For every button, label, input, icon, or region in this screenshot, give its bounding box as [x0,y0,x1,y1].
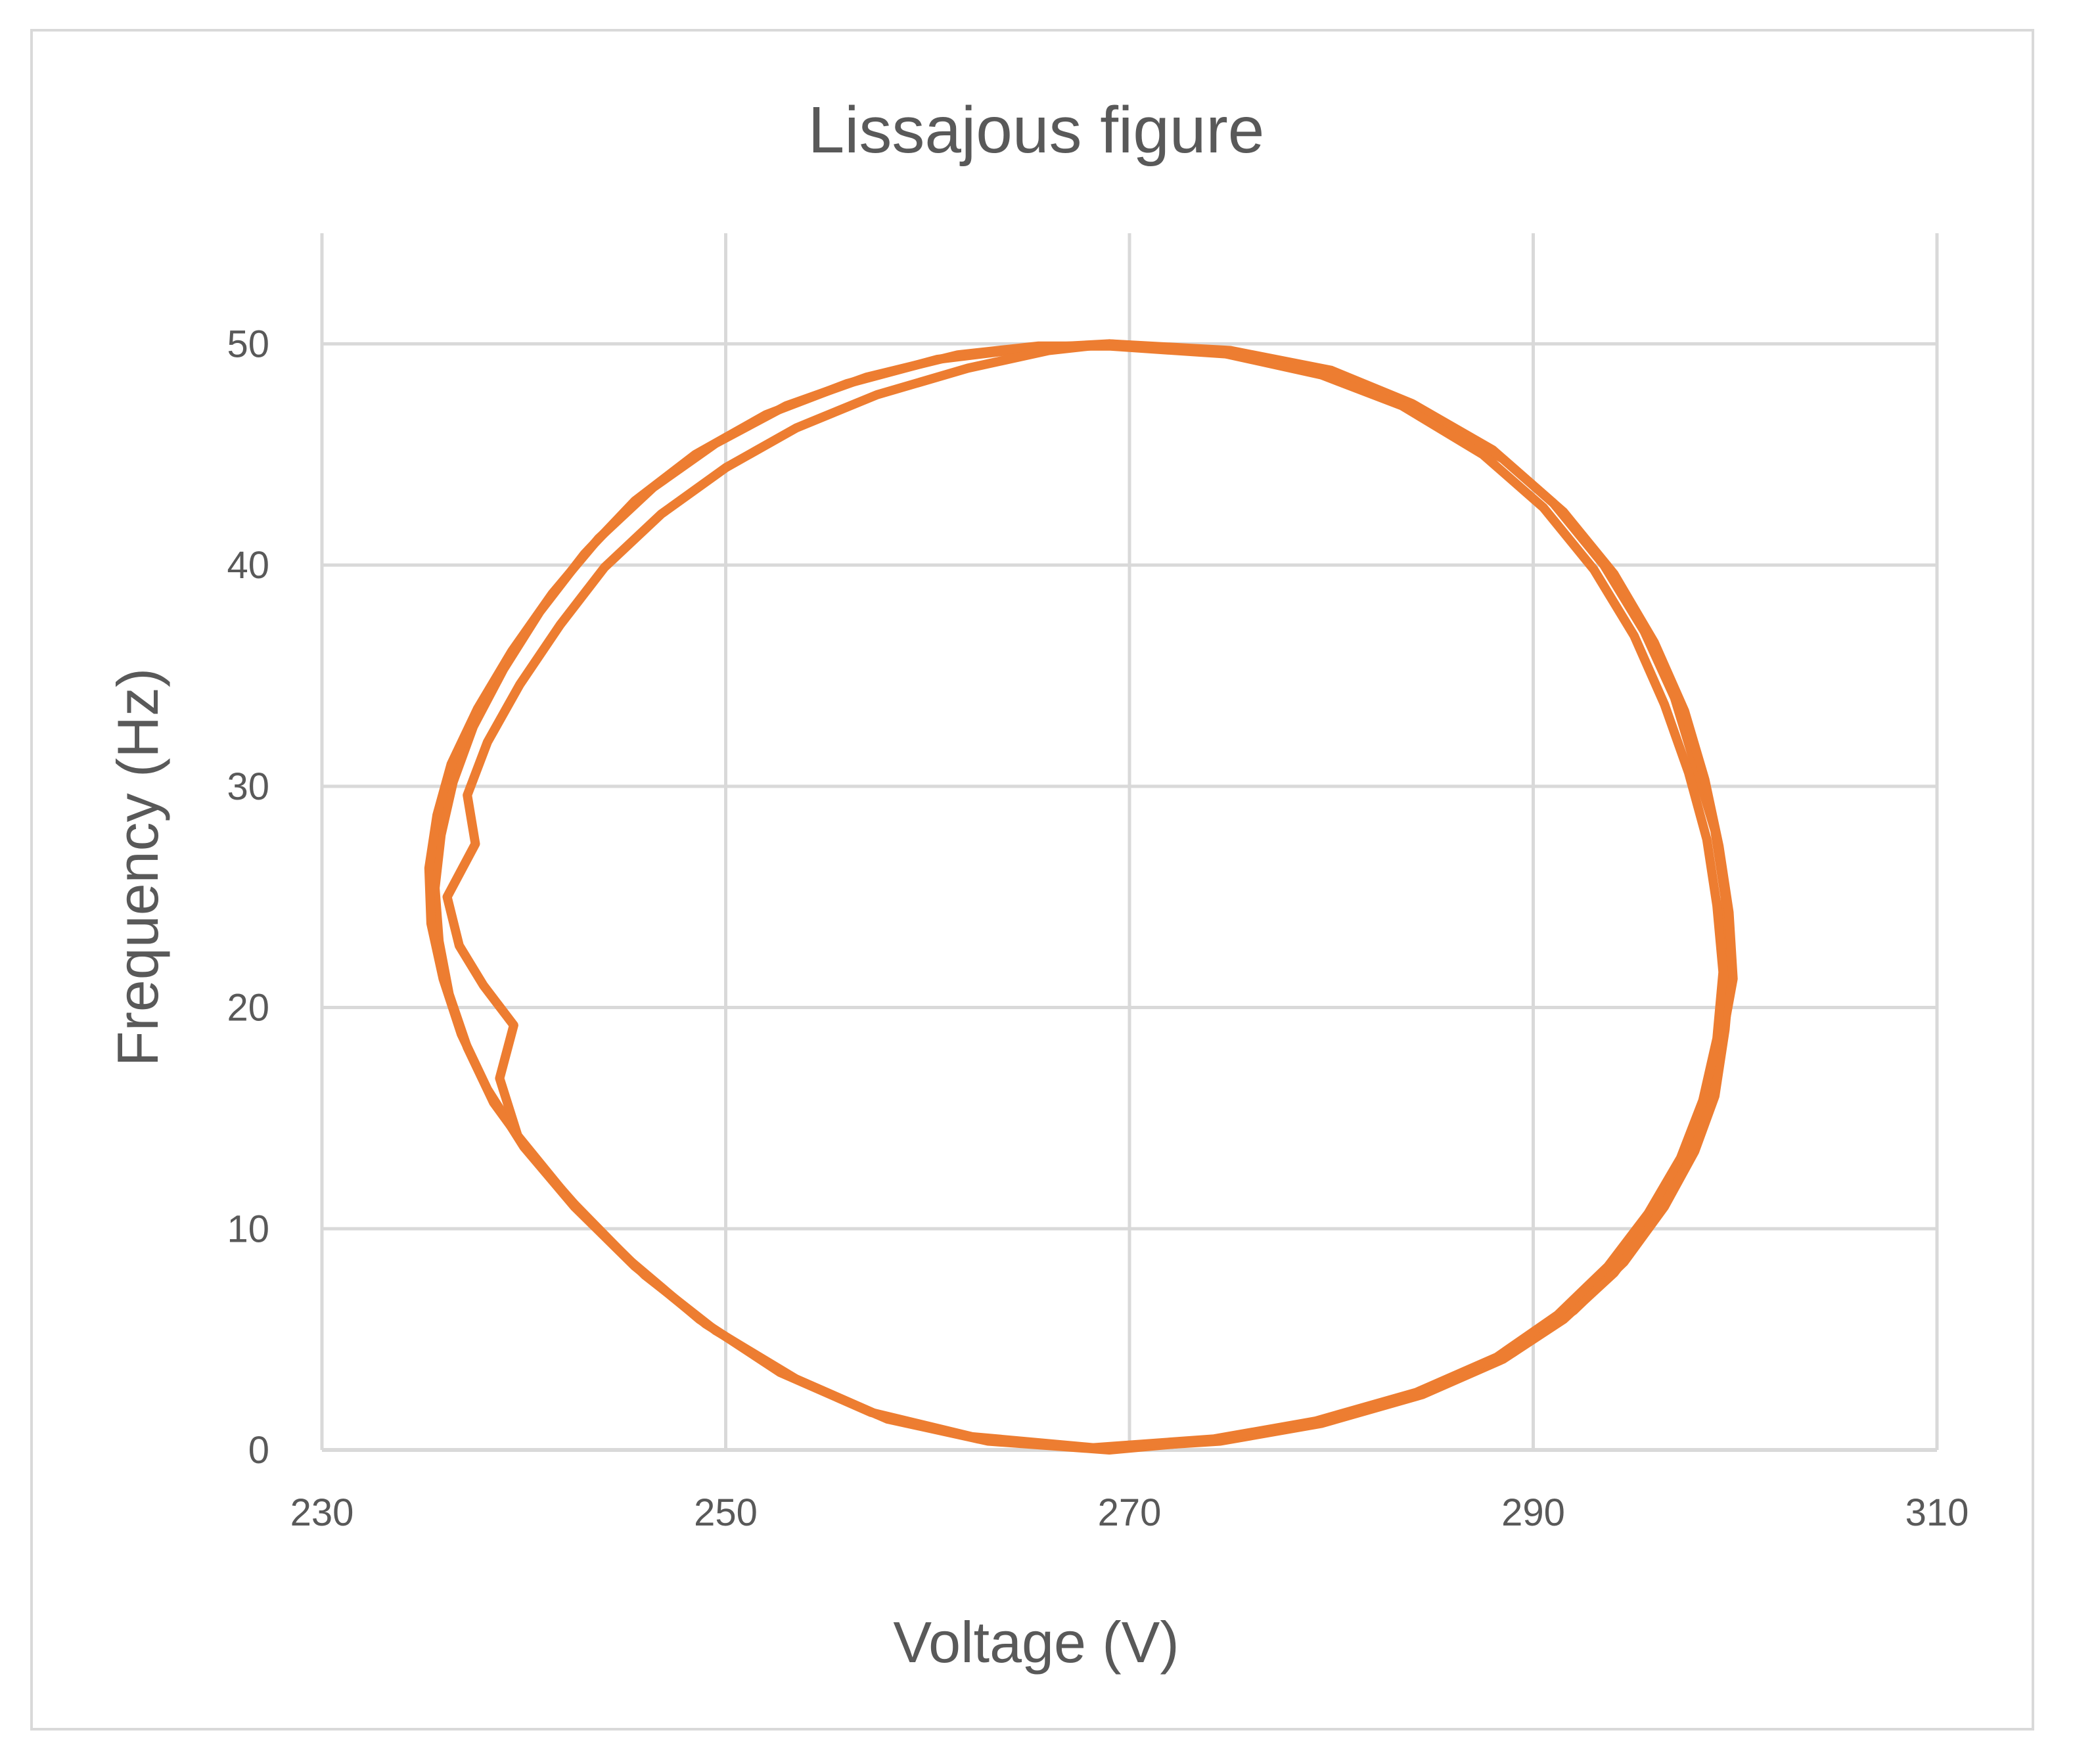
x-tick-label: 250 [694,1491,758,1534]
y-tick-label: 10 [227,1208,269,1250]
tick-labels: 230 250 270 290 310 0 10 20 30 40 50 [227,323,1969,1534]
y-tick-label: 20 [227,987,269,1029]
y-axis-title: Frequency (Hz) [105,668,170,1066]
grid [320,233,1939,1450]
x-tick-label: 270 [1098,1491,1162,1534]
series [424,339,1738,1455]
y-tick-label: 50 [227,323,269,365]
y-tick-label: 30 [227,765,269,808]
series-line [424,341,1738,1454]
chart-title: Lissajous figure [808,93,1265,167]
series-line [442,339,1728,1453]
y-tick-label: 40 [227,544,269,587]
x-axis-title: Voltage (V) [893,1610,1179,1675]
x-tick-label: 290 [1501,1491,1565,1534]
x-tick-label: 310 [1905,1491,1969,1534]
x-tick-label: 230 [290,1491,354,1534]
y-tick-label: 0 [248,1429,269,1472]
